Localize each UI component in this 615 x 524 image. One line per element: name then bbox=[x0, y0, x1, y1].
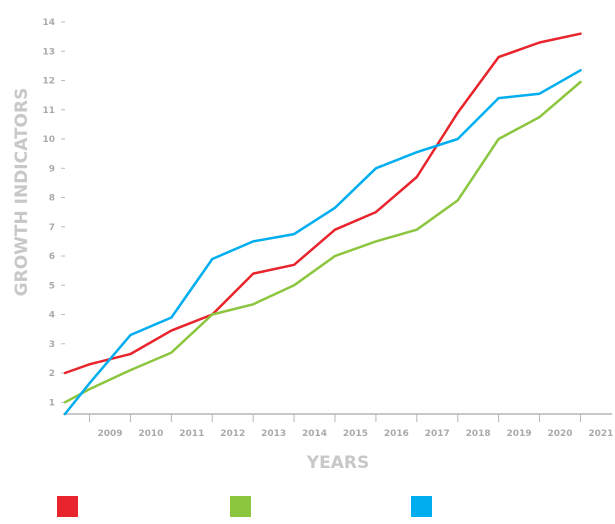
x-tick-label: 2010 bbox=[138, 429, 163, 439]
x-tick-label: 2012 bbox=[220, 429, 245, 439]
x-axis-title: YEARS bbox=[306, 453, 369, 473]
x-axis-ticks: 2009 2010 2011 2012 2013 2014 2015 2016 2017 2018… bbox=[89, 414, 613, 439]
x-tick-label: 2016 bbox=[384, 429, 409, 439]
x-tick-label: 2011 bbox=[179, 429, 204, 439]
y-tick-label: 4 bbox=[49, 311, 55, 321]
legend-swatch-1 bbox=[57, 496, 78, 517]
x-tick-label: 2014 bbox=[302, 429, 327, 439]
x-tick-label: 2020 bbox=[547, 429, 572, 439]
y-tick-label: 12 bbox=[42, 77, 55, 87]
y-tick-label: 1 bbox=[49, 398, 55, 408]
y-tick-label: 8 bbox=[49, 194, 55, 204]
x-tick-label: 2021 bbox=[588, 429, 613, 439]
series-line-3 bbox=[63, 69, 582, 416]
y-tick-label: 3 bbox=[49, 340, 55, 350]
y-tick-label: 11 bbox=[42, 106, 55, 116]
x-tick-label: 2013 bbox=[261, 429, 286, 439]
y-tick-label: 9 bbox=[49, 164, 55, 174]
legend bbox=[57, 496, 432, 517]
y-tick-label: 7 bbox=[49, 223, 55, 233]
series-lines bbox=[63, 32, 582, 416]
x-tick-label: 2019 bbox=[507, 429, 532, 439]
series-line-2 bbox=[63, 80, 582, 404]
y-tick-label: 2 bbox=[49, 369, 55, 379]
x-tick-label: 2017 bbox=[425, 429, 450, 439]
y-tick-label: 10 bbox=[42, 135, 55, 145]
legend-swatch-3 bbox=[411, 496, 432, 517]
x-tick-label: 2009 bbox=[97, 429, 122, 439]
legend-swatch-2 bbox=[230, 496, 251, 517]
x-tick-label: 2015 bbox=[343, 429, 368, 439]
x-tick-label: 2018 bbox=[466, 429, 491, 439]
y-tick-label: 6 bbox=[49, 252, 55, 262]
y-axis-title: GROWTH INDICATORS bbox=[12, 88, 32, 297]
y-tick-label: 13 bbox=[42, 47, 55, 57]
y-tick-label: 5 bbox=[49, 281, 55, 291]
y-tick-label: 14 bbox=[42, 18, 55, 28]
series-line-1 bbox=[63, 32, 582, 375]
